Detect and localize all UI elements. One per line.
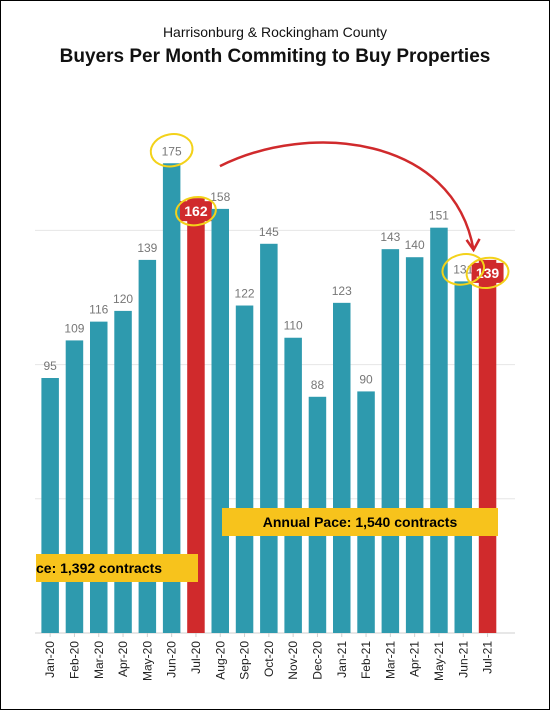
x-tick-label: Feb-21 (359, 641, 373, 679)
x-tick-label: Jun-20 (165, 641, 179, 678)
bar (90, 321, 108, 633)
bar (381, 249, 400, 633)
highlight-circle (441, 253, 486, 286)
x-tick-label: Aug-20 (213, 641, 227, 680)
bar (405, 257, 424, 633)
x-tick-label: Jan-20 (43, 641, 57, 678)
bar (65, 340, 84, 633)
bar (454, 281, 472, 633)
x-tick-label: May-20 (140, 641, 154, 681)
value-label: 131 (453, 262, 473, 276)
x-tick-label: Dec-20 (310, 641, 324, 680)
x-tick-label: Apr-21 (408, 641, 422, 677)
x-tick-label: Mar-20 (92, 641, 106, 679)
highlight-circle (149, 133, 194, 168)
value-label: 95 (43, 359, 57, 373)
x-tick-label: Jul-20 (189, 641, 203, 674)
x-tick-label: Jul-21 (481, 641, 495, 674)
arrow-head (465, 238, 481, 253)
highlight-circle (465, 256, 510, 290)
x-tick-label: Nov-20 (286, 641, 300, 680)
x-tick-label: Mar-21 (383, 641, 397, 679)
value-label: 116 (89, 303, 108, 317)
value-label: 120 (113, 292, 133, 306)
annual-pace-2021-label: Annual Pace: 1,540 contracts (222, 508, 498, 536)
value-label: 162 (184, 203, 208, 219)
value-label: 88 (311, 378, 325, 392)
x-tick-label: Oct-20 (262, 641, 276, 677)
bar (333, 302, 351, 633)
x-tick-label: Jun-21 (456, 641, 470, 678)
value-label: 139 (137, 241, 157, 255)
x-tick-label: Feb-20 (67, 641, 81, 679)
bar (138, 259, 157, 633)
bar (284, 337, 302, 633)
annual-pace-2020-label: ce: 1,392 contracts (36, 554, 198, 582)
x-tick-label: Jan-21 (335, 641, 349, 678)
bar (260, 243, 278, 633)
bar (187, 198, 205, 633)
value-label: 139 (476, 265, 500, 281)
bar (114, 310, 132, 633)
chart-subtitle: Harrisonburg & Rockingham County (162, 24, 388, 40)
x-tick-label: May-21 (432, 641, 446, 681)
value-label: 109 (64, 321, 84, 335)
bar (235, 305, 254, 633)
highlight-circle (175, 196, 217, 227)
value-label: 90 (359, 372, 373, 386)
bar (478, 259, 497, 633)
x-tick-label: Apr-20 (116, 641, 130, 677)
bar (41, 378, 59, 633)
value-label: 110 (284, 319, 303, 333)
value-label: 143 (380, 230, 400, 244)
bar (430, 227, 448, 633)
bar (211, 208, 229, 634)
chart-title: Buyers Per Month Commiting to Buy Proper… (59, 46, 491, 67)
x-tick-label: Sep-20 (238, 641, 252, 680)
value-label: 175 (162, 144, 182, 158)
value-label: 123 (332, 284, 352, 298)
value-label: 145 (259, 225, 279, 239)
value-label: 122 (235, 287, 255, 301)
value-label: 151 (429, 209, 449, 223)
bar (162, 163, 181, 633)
trend-arrow (219, 141, 475, 251)
value-label: 140 (405, 238, 425, 252)
value-label: 158 (210, 190, 230, 204)
value-label-box (179, 201, 212, 222)
